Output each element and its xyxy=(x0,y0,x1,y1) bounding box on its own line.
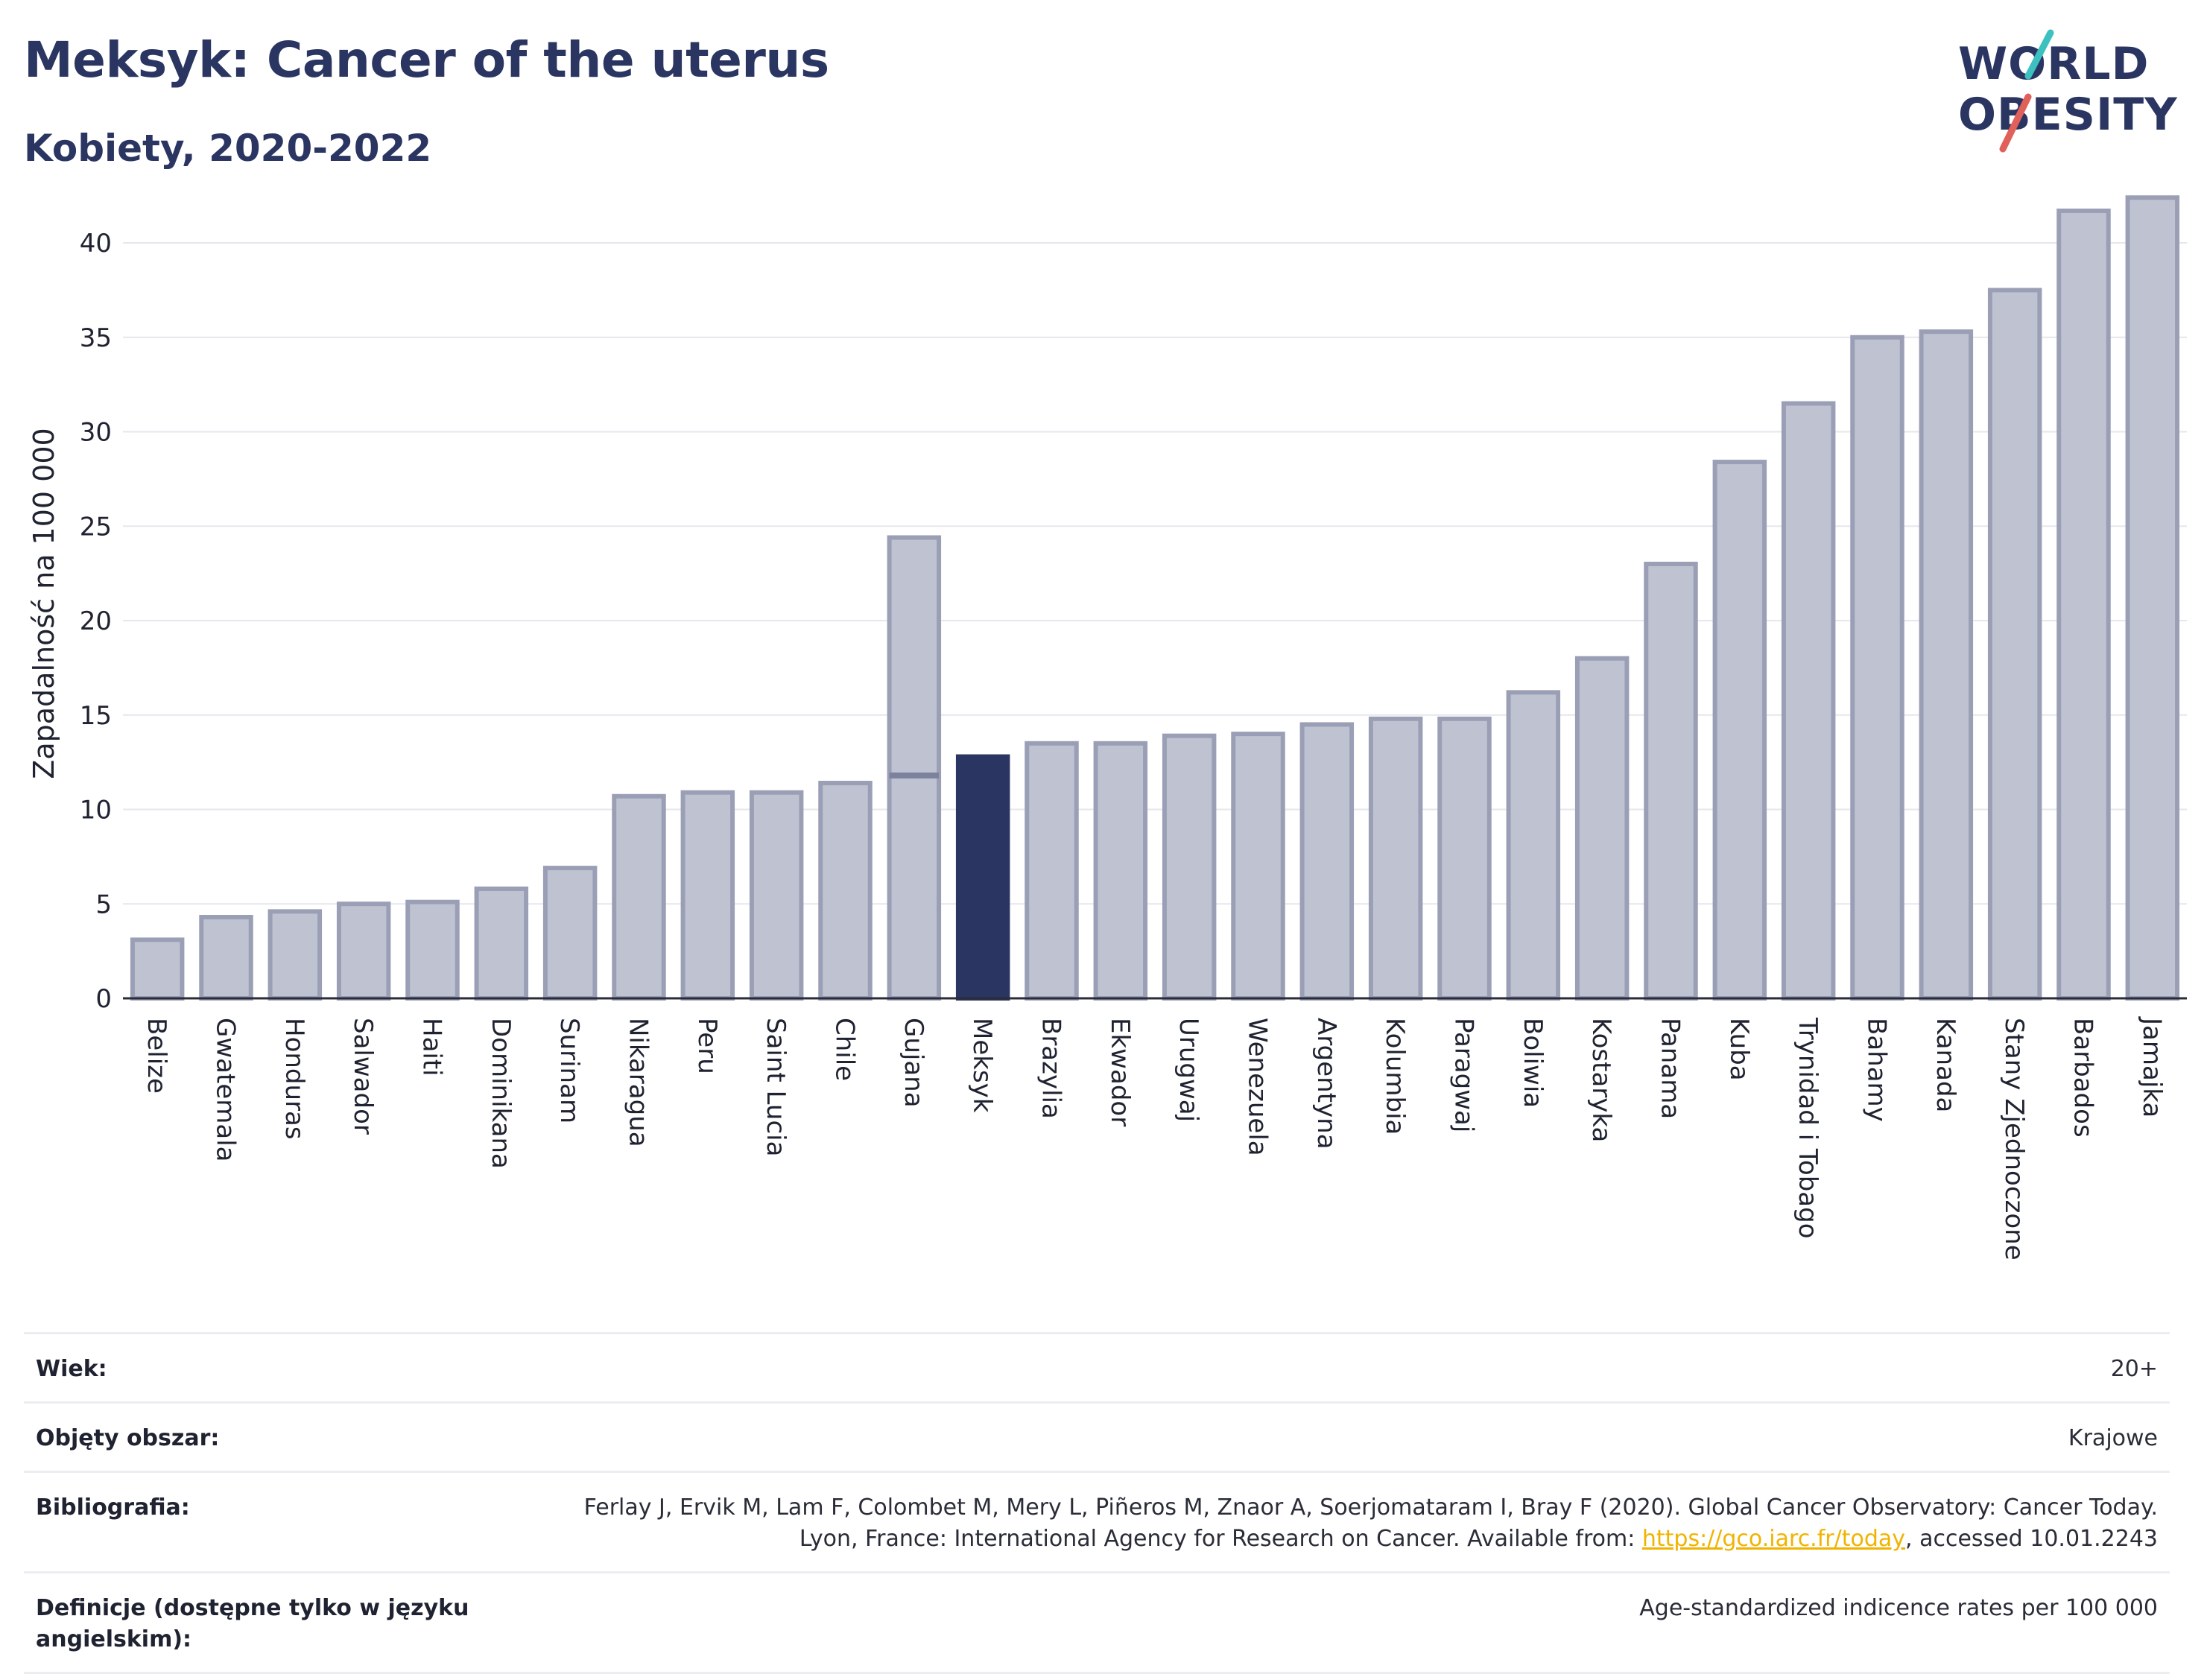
meta-bib-value: Ferlay J, Ervik M, Lam F, Colombet M, Me… xyxy=(519,1492,2158,1555)
meta-row-area: Objęty obszar: Krajowe xyxy=(24,1404,2170,1473)
y-tick-label: 10 xyxy=(80,796,112,825)
metadata-table: Wiek: 20+ Objęty obszar: Krajowe Bibliog… xyxy=(24,1332,2170,1674)
meta-row-bibliography: Bibliografia: Ferlay J, Ervik M, Lam F, … xyxy=(24,1473,2170,1573)
y-tick-label: 35 xyxy=(80,323,112,353)
x-tick-label: Brazylia xyxy=(1036,1018,1066,1119)
x-tick-label: Peru xyxy=(692,1018,722,1074)
chart-title: Meksyk: Cancer of the uterus xyxy=(24,31,829,89)
x-tick-label: Meksyk xyxy=(967,1018,997,1113)
bar xyxy=(1299,722,1355,1001)
bar xyxy=(474,886,529,1001)
bib-accessed: , accessed 10.01.2243 xyxy=(1905,1526,2158,1552)
bar xyxy=(1506,690,1561,1001)
x-tick-label: Paragwaj xyxy=(1449,1018,1479,1132)
bar xyxy=(1231,732,1285,1001)
bar xyxy=(612,793,666,1001)
x-tick-label: Kostaryka xyxy=(1586,1018,1616,1142)
bar xyxy=(818,781,873,1001)
bar xyxy=(2125,195,2180,1001)
meta-row-definitions: Definicje (dostępne tylko w języku angie… xyxy=(24,1573,2170,1674)
bar xyxy=(749,790,804,1001)
bar xyxy=(680,790,735,1001)
y-tick-label: 20 xyxy=(80,606,112,636)
logo-line-1: WORLD xyxy=(1958,38,2150,90)
bar xyxy=(336,901,391,1001)
x-tick-label: Wenezuela xyxy=(1243,1018,1273,1156)
x-tick-label: Barbados xyxy=(2068,1018,2098,1138)
bar-chart: 0 5 10 15 20 25 30 35 40 Zapadalność na 100 000 Be… xyxy=(28,195,2187,1261)
x-tick-label: Stany Zjednoczone xyxy=(1999,1018,2029,1261)
x-tick-label: Trynidad i Tobago xyxy=(1793,1017,1823,1239)
y-tick-label: 15 xyxy=(80,701,112,731)
bar xyxy=(1644,561,1698,1001)
y-tick-label: 0 xyxy=(95,984,112,1014)
x-tick-label: Gwatemala xyxy=(211,1018,241,1161)
y-tick-label: 5 xyxy=(95,890,112,919)
world-obesity-logo[interactable]: WORLD OBESITY xyxy=(1945,22,2183,156)
meta-def-label: Definicje (dostępne tylko w języku angie… xyxy=(36,1595,469,1652)
x-tick-label: Argentyna xyxy=(1311,1018,1341,1150)
bar xyxy=(1025,741,1079,1001)
y-tick-label: 25 xyxy=(80,512,112,542)
x-tick-label: Gujana xyxy=(899,1018,928,1108)
x-tick-label: Panama xyxy=(1656,1018,1685,1119)
x-tick-label: Belize xyxy=(142,1018,171,1094)
x-tick-label: Surinam xyxy=(554,1018,584,1123)
bib-link[interactable]: https://gco.iarc.fr/today xyxy=(1641,1526,1906,1552)
bar xyxy=(542,866,598,1001)
bar xyxy=(1368,716,1423,1001)
bar xyxy=(1987,288,2042,1001)
bar xyxy=(1437,716,1492,1001)
y-tick-label: 40 xyxy=(80,229,112,259)
bar xyxy=(199,915,253,1001)
x-tick-label: Saint Lucia xyxy=(761,1018,791,1156)
x-tick-label: Haiti xyxy=(417,1018,447,1077)
chart-subtitle: Kobiety, 2020-2022 xyxy=(24,127,432,170)
meta-row-age: Wiek: 20+ xyxy=(24,1334,2170,1404)
bar xyxy=(130,937,185,1001)
y-tick-label: 30 xyxy=(80,418,112,448)
x-tick-label: Jamajka xyxy=(2137,1016,2167,1118)
bar xyxy=(1574,656,1630,1001)
x-tick-label: Honduras xyxy=(279,1018,309,1140)
bib-text: Ferlay J, Ervik M, Lam F, Colombet M, Me… xyxy=(583,1494,2158,1552)
bar xyxy=(267,909,323,1001)
bar xyxy=(1162,733,1217,1001)
meta-area-value: Krajowe xyxy=(2068,1425,2158,1451)
meta-bib-label: Bibliografia: xyxy=(36,1494,190,1521)
logo-line-2: OBESITY xyxy=(1958,89,2178,141)
x-tick-label: Kanada xyxy=(1931,1018,1960,1112)
meta-age-value: 20+ xyxy=(2110,1356,2158,1382)
x-tick-label: Nikaragua xyxy=(624,1018,653,1147)
x-tick-label: Urugwaj xyxy=(1174,1018,1203,1122)
x-tick-label: Ekwador xyxy=(1105,1018,1135,1126)
bar xyxy=(405,899,460,1001)
x-tick-label: Chile xyxy=(830,1018,860,1081)
meta-age-label: Wiek: xyxy=(36,1356,107,1382)
y-axis-title: Zapadalność na 100 000 xyxy=(28,428,60,779)
x-tick-label: Kolumbia xyxy=(1380,1018,1410,1135)
bar xyxy=(1712,460,1767,1001)
logo-slash-icon xyxy=(1999,29,2054,153)
x-tick-label: Dominikana xyxy=(486,1018,516,1169)
meta-def-value: Age-standardized indicence rates per 100… xyxy=(1639,1595,2158,1621)
x-tick-label: Boliwia xyxy=(1518,1018,1548,1108)
bar xyxy=(1781,401,1836,1001)
bar xyxy=(1093,741,1148,1001)
meta-area-label: Objęty obszar: xyxy=(36,1425,220,1451)
bar xyxy=(887,535,942,1001)
bar xyxy=(2056,208,2111,1001)
bar xyxy=(1919,329,1974,1001)
x-tick-label: Kuba xyxy=(1724,1018,1754,1081)
x-tick-label: Bahamy xyxy=(1862,1018,1892,1122)
bar xyxy=(1850,335,1904,1001)
x-tick-label: Salwador xyxy=(348,1018,378,1135)
bar xyxy=(955,754,1010,1001)
